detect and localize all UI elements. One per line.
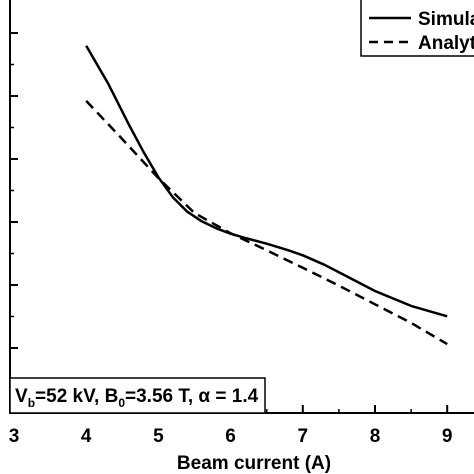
legend: Simula Analyt xyxy=(360,0,474,57)
x-tick-label: 8 xyxy=(370,426,381,447)
series-line-simulation xyxy=(85,45,448,318)
annotation-box: Vb=52 kV, B0=3.56 T, α = 1.4 xyxy=(9,377,266,414)
legend-box xyxy=(360,0,474,57)
legend-label-simulation: Simula xyxy=(418,9,474,30)
x-tick-label: 5 xyxy=(153,426,164,447)
x-tick-label: 6 xyxy=(225,426,236,447)
legend-label-analytical: Analyt xyxy=(418,33,474,54)
y-axis-ticks xyxy=(10,32,18,412)
plot-frame xyxy=(9,0,474,414)
x-axis-title: Beam current (A) xyxy=(177,453,331,474)
series-line-analytical xyxy=(85,100,448,346)
series-layer xyxy=(85,45,448,346)
annotation-text: Vb=52 kV, B0=3.56 T, α = 1.4 xyxy=(15,386,259,410)
x-tick-label: 4 xyxy=(81,426,92,447)
annotation-frame xyxy=(9,377,266,414)
x-tick-label: 9 xyxy=(442,426,453,447)
x-tick-label: 3 xyxy=(9,426,20,447)
x-tick-label: 7 xyxy=(298,426,309,447)
